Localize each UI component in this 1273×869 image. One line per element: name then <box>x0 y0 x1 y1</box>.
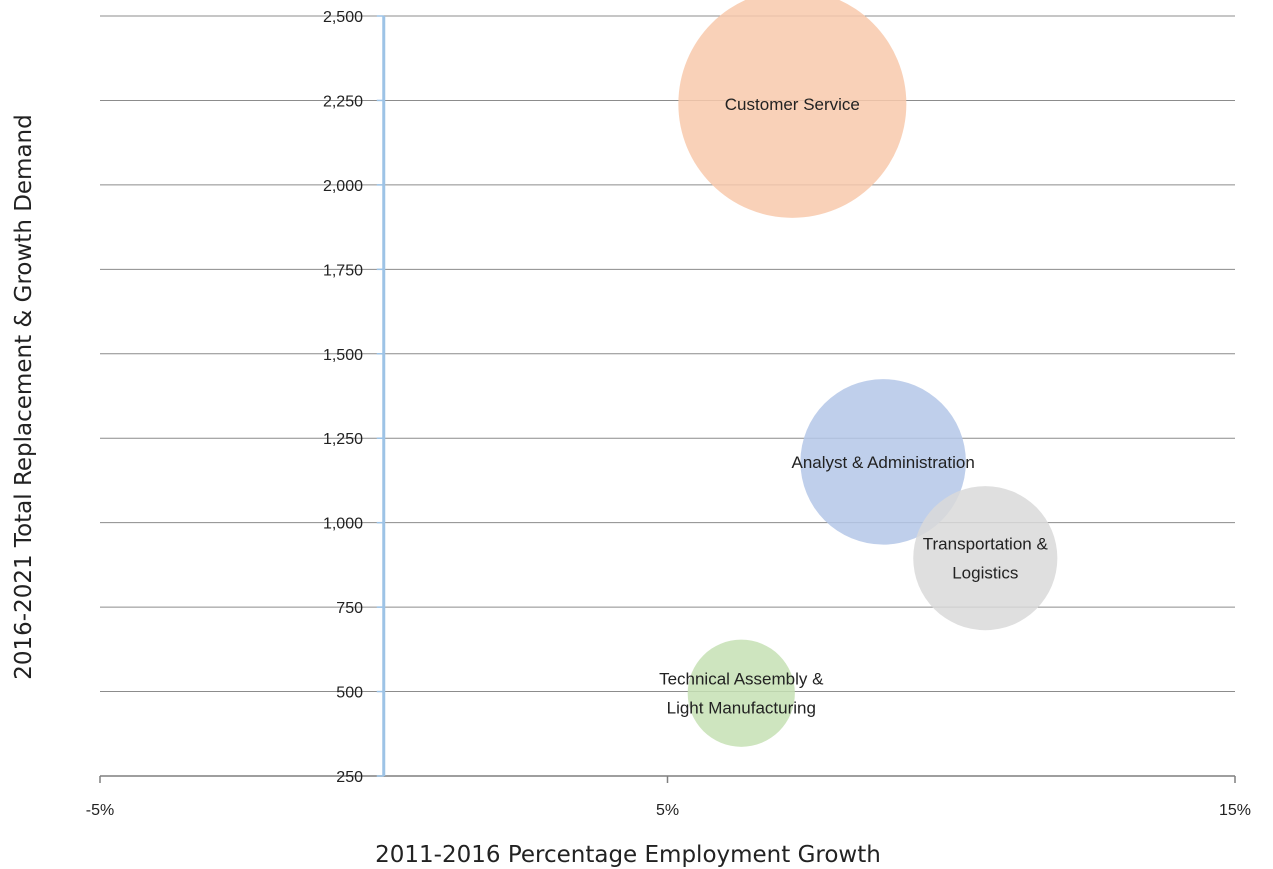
y-tick-label: 1,000 <box>323 516 363 533</box>
x-axis-title: 2011-2016 Percentage Employment Growth <box>375 842 881 868</box>
bubble-label-line: Customer Service <box>725 95 860 114</box>
y-tick-label: 1,250 <box>323 431 363 448</box>
y-tick-label: 1,750 <box>323 262 363 279</box>
gridlines <box>100 15 1235 693</box>
y-axis-title: 2016-2021 Total Replacement & Growth Dem… <box>11 114 37 680</box>
y-tick-label: 2,000 <box>323 178 363 195</box>
bubble-label-line: Transportation & <box>923 535 1049 554</box>
y-tick-label: 2,500 <box>323 9 363 26</box>
y-tick-label: 2,250 <box>323 93 363 110</box>
x-tick-label: -5% <box>86 802 114 819</box>
bubble-label: Customer Service <box>725 95 860 114</box>
bubble-labels: Customer Service Analyst & Administration… <box>659 95 1048 718</box>
bubble-label: Technical Assembly & Light Manufacturing <box>659 670 824 718</box>
bubble <box>678 0 907 218</box>
bubble <box>913 486 1058 631</box>
y-tick-label: 500 <box>336 685 363 702</box>
bubble-label-line: Technical Assembly & <box>659 670 824 689</box>
y-tick-label: 250 <box>336 769 363 786</box>
x-tick-label: 15% <box>1219 802 1251 819</box>
bubble-label-line: Analyst & Administration <box>791 453 974 472</box>
y-tick-label: 1,500 <box>323 347 363 364</box>
bubble-label: Analyst & Administration <box>791 453 974 472</box>
bubble <box>687 639 795 747</box>
y-tick-label: 750 <box>336 600 363 617</box>
tick-labels: 250 500 750 1,000 1,250 1,500 1,750 2,000 2,250 2… <box>86 9 1251 819</box>
bubbles <box>678 0 1058 747</box>
bubble-label: Transportation & Logistics <box>923 535 1049 583</box>
bubble-label-line: Logistics <box>952 564 1018 583</box>
bubble-label-line: Light Manufacturing <box>667 699 816 718</box>
x-tick-label: 5% <box>656 802 679 819</box>
bubble <box>800 379 966 545</box>
axes <box>99 15 1236 783</box>
